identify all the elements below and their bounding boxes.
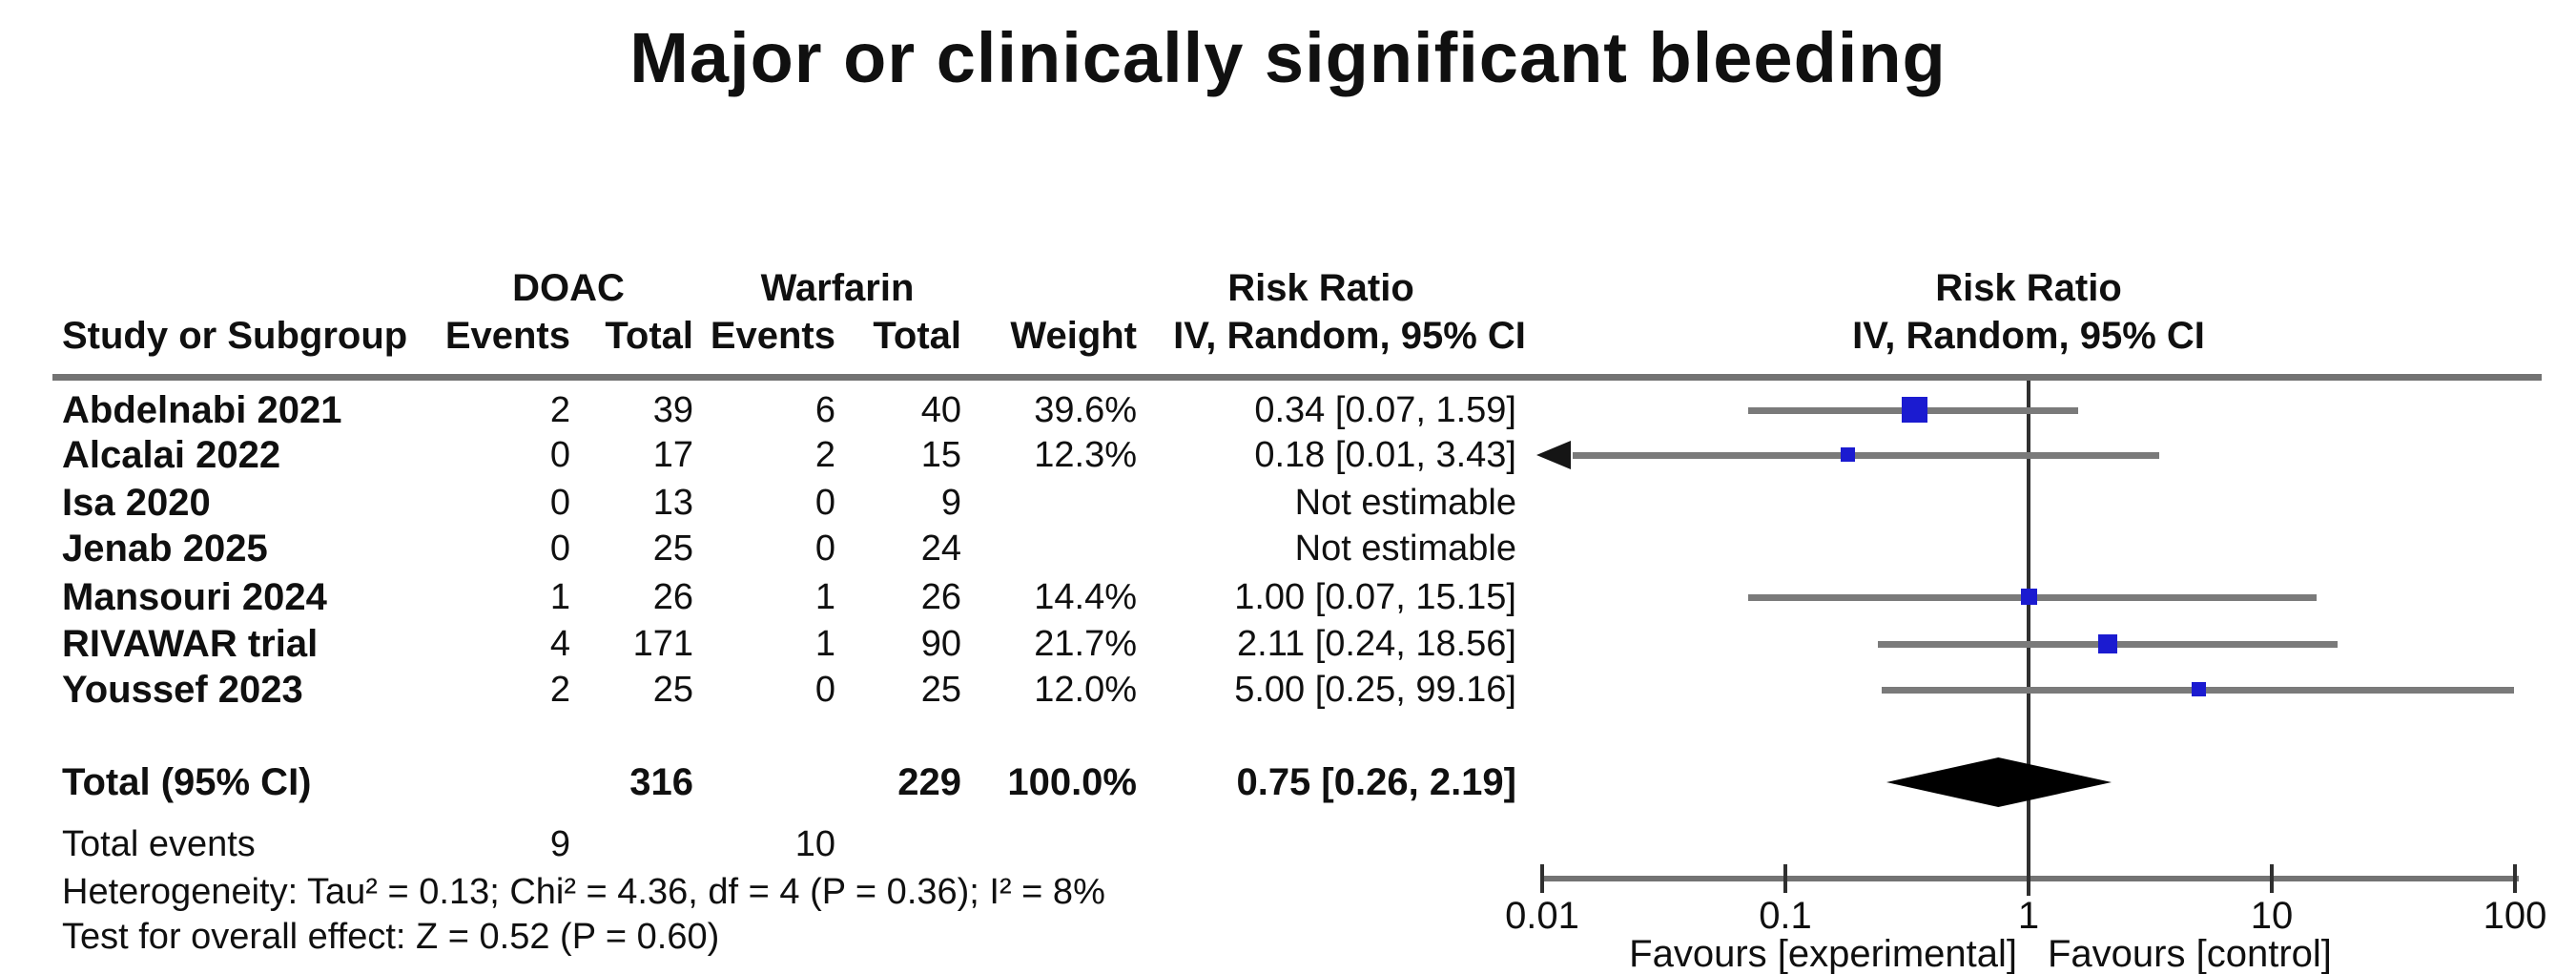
risk-ratio-cell: 0.18 [0.01, 3.43]: [1254, 435, 1516, 475]
effect-square: [1902, 397, 1927, 423]
method-header-left: IV, Random, 95% CI: [1173, 315, 1526, 357]
warfarin-events-cell: 2: [814, 435, 835, 475]
warfarin-total-cell: 25: [920, 670, 961, 710]
method-header-right: IV, Random, 95% CI: [1852, 315, 2205, 357]
overall-effect-stats: Test for overall effect: Z = 0.52 (P = 0…: [62, 917, 720, 957]
axis-tick-label: 0.01: [1505, 895, 1579, 937]
doac-total-cell: 13: [652, 483, 693, 523]
effect-square: [2192, 682, 2206, 696]
weight-cell: 12.0%: [1034, 670, 1137, 710]
doac-events-cell: 4: [549, 624, 570, 664]
axis-tick: [1783, 864, 1787, 893]
weight-cell: 21.7%: [1034, 624, 1137, 664]
group-header-warfarin: Warfarin: [760, 267, 915, 309]
doac-total-cell: 26: [652, 577, 693, 617]
total-doac-n: 316: [629, 761, 693, 803]
study-label: Jenab 2025: [62, 528, 268, 570]
study-column-header: Study or Subgroup: [62, 315, 408, 357]
risk-ratio-cell: 1.00 [0.07, 15.15]: [1234, 577, 1516, 617]
risk-ratio-cell: 2.11 [0.24, 18.56]: [1237, 624, 1516, 664]
study-label: Isa 2020: [62, 482, 211, 524]
warfarin-total-header: Total: [873, 315, 961, 357]
doac-total-cell: 39: [652, 390, 693, 430]
warfarin-events-header: Events: [710, 315, 835, 357]
warfarin-total-cell: 9: [940, 483, 961, 523]
axis-tick-label: 100: [2483, 895, 2547, 937]
doac-total-cell: 25: [652, 670, 693, 710]
axis-tick: [2027, 864, 2030, 893]
warfarin-events-cell: 6: [814, 390, 835, 430]
total-doac-events: 9: [549, 824, 570, 864]
total-warfarin-events: 10: [794, 824, 835, 864]
doac-events-cell: 0: [549, 528, 570, 569]
total-row-label: Total (95% CI): [62, 761, 312, 803]
study-label: Mansouri 2024: [62, 576, 327, 618]
doac-events-cell: 2: [549, 390, 570, 430]
doac-events-cell: 0: [549, 483, 570, 523]
group-header-doac: DOAC: [512, 267, 625, 309]
heterogeneity-stats: Heterogeneity: Tau² = 0.13; Chi² = 4.36,…: [62, 872, 1105, 912]
doac-events-cell: 0: [549, 435, 570, 475]
warfarin-events-cell: 1: [814, 577, 835, 617]
doac-total-cell: 25: [652, 528, 693, 569]
axis-tick-label: 10: [2250, 895, 2294, 937]
doac-total-cell: 171: [632, 624, 693, 664]
warfarin-events-cell: 0: [814, 483, 835, 523]
doac-events-header: Events: [444, 315, 570, 357]
favours-left-label: Favours [experimental]: [1629, 933, 2017, 974]
ci-line: [1573, 452, 2159, 459]
pooled-diamond: [1886, 757, 2112, 807]
total-weight: 100.0%: [1007, 761, 1137, 803]
study-label: Abdelnabi 2021: [62, 389, 342, 431]
axis-tick-label: 0.1: [1759, 895, 1812, 937]
warfarin-total-cell: 15: [920, 435, 961, 475]
total-rr-text: 0.75 [0.26, 2.19]: [1236, 761, 1516, 803]
effect-square: [2021, 589, 2037, 605]
weight-cell: 39.6%: [1034, 390, 1137, 430]
warfarin-total-cell: 40: [920, 390, 961, 430]
weight-cell: 12.3%: [1034, 435, 1137, 475]
weight-column-header: Weight: [1010, 315, 1137, 357]
axis-tick: [2270, 864, 2274, 893]
total-warfarin-n: 229: [897, 761, 961, 803]
axis-tick: [2513, 864, 2517, 893]
weight-cell: 14.4%: [1034, 577, 1137, 617]
doac-total-header: Total: [605, 315, 693, 357]
study-label: RIVAWAR trial: [62, 623, 319, 665]
warfarin-events-cell: 0: [814, 670, 835, 710]
risk-ratio-cell: Not estimable: [1294, 528, 1516, 569]
warfarin-events-cell: 0: [814, 528, 835, 569]
header-divider-line: [52, 374, 2542, 381]
axis-tick-label: 1: [2017, 895, 2040, 937]
study-label: Alcalai 2022: [62, 434, 281, 476]
ci-arrow-left-icon: [1536, 441, 1571, 469]
doac-total-cell: 17: [652, 435, 693, 475]
null-effect-line: [2027, 381, 2030, 896]
study-label: Youssef 2023: [62, 669, 303, 711]
risk-ratio-header-right: Risk Ratio: [1935, 267, 2122, 309]
warfarin-events-cell: 1: [814, 624, 835, 664]
favours-right-label: Favours [control]: [2048, 933, 2332, 974]
total-events-label: Total events: [62, 824, 256, 864]
effect-square: [1841, 447, 1855, 462]
warfarin-total-cell: 26: [920, 577, 961, 617]
effect-square: [2098, 634, 2117, 653]
warfarin-total-cell: 90: [920, 624, 961, 664]
risk-ratio-cell: 0.34 [0.07, 1.59]: [1254, 390, 1516, 430]
doac-events-cell: 1: [549, 577, 570, 617]
axis-tick: [1540, 864, 1544, 893]
doac-events-cell: 2: [549, 670, 570, 710]
risk-ratio-header-left: Risk Ratio: [1227, 267, 1414, 309]
figure-title: Major or clinically significant bleeding: [629, 18, 1947, 97]
risk-ratio-cell: 5.00 [0.25, 99.16]: [1234, 670, 1516, 710]
risk-ratio-cell: Not estimable: [1294, 483, 1516, 523]
warfarin-total-cell: 24: [920, 528, 961, 569]
